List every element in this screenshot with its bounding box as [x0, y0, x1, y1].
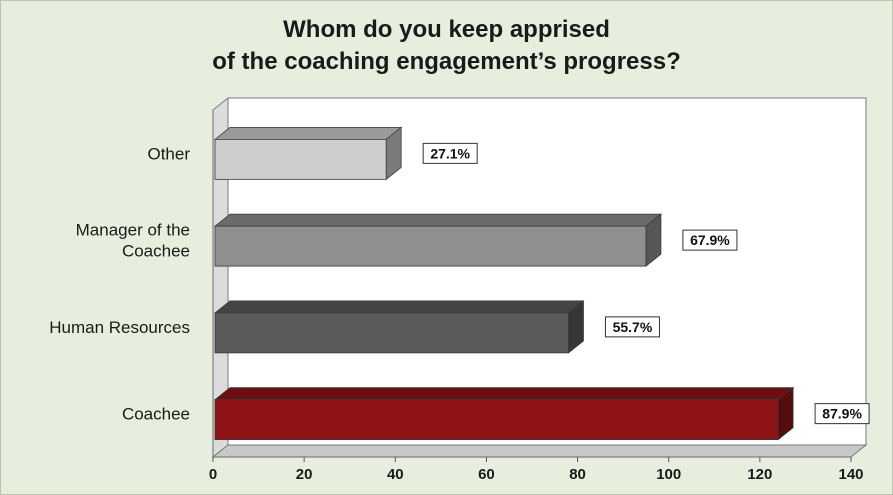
bar-front-face [214, 312, 569, 354]
data-label-1: 27.1% [422, 142, 478, 164]
bar-top-face [213, 213, 663, 227]
data-label-3: 55.7% [604, 316, 660, 338]
chart-title-line-2: of the coaching engagement’s progress? [212, 48, 681, 75]
data-label-box [604, 316, 660, 338]
x-tick-label: 40 [387, 466, 404, 483]
data-label-box [814, 403, 870, 425]
data-label-2: 67.9% [682, 229, 738, 251]
category-label: Coachee [122, 242, 190, 261]
chart-title-line-1: Whom do you keep apprised [283, 16, 610, 43]
bar-front-face [214, 399, 779, 441]
chart-title: Whom do you keep apprised of the coachin… [0, 14, 893, 78]
data-label-text: 55.7% [613, 319, 653, 335]
bar-front-face [214, 225, 647, 267]
x-tick-label: 20 [296, 466, 313, 483]
bar-3 [213, 300, 585, 354]
data-label-box [422, 142, 478, 164]
category-label: Coachee [122, 405, 190, 424]
bar-top-face [213, 387, 795, 401]
x-tick-label: 0 [209, 466, 217, 483]
bar-2 [213, 213, 663, 267]
data-label-text: 87.9% [822, 406, 862, 422]
category-label: Other [147, 144, 190, 163]
category-label: Human Resources [49, 318, 190, 337]
data-label-4: 87.9% [814, 403, 870, 425]
x-tick-label: 80 [569, 466, 586, 483]
bar-4 [213, 386, 795, 441]
bar-1 [213, 126, 403, 181]
plot-floor [211, 444, 868, 458]
x-tick-label: 120 [747, 466, 772, 483]
category-label: Manager of the [76, 221, 190, 240]
data-label-text: 27.1% [430, 145, 470, 161]
bar-front-face [214, 138, 387, 180]
x-tick-label: 140 [838, 466, 863, 483]
x-tick-label: 60 [478, 466, 495, 483]
bar-top-face [213, 126, 403, 140]
data-label-text: 67.9% [690, 232, 730, 248]
data-label-box [682, 229, 738, 251]
x-tick-label: 100 [656, 466, 681, 483]
bar-top-face [213, 300, 585, 314]
